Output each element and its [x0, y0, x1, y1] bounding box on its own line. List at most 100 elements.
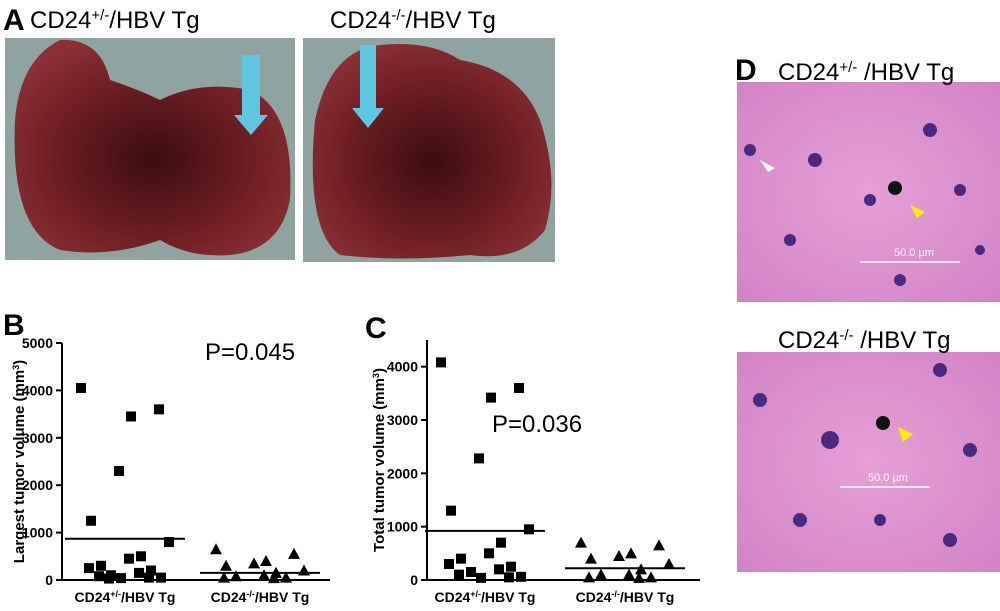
nuclei [753, 363, 977, 547]
data-point [84, 563, 94, 574]
annotation: P=0.045 [205, 339, 295, 366]
panel-label: A [3, 4, 25, 37]
arrow [352, 45, 384, 128]
data-point [116, 573, 126, 584]
arrow [910, 205, 925, 218]
data-point [516, 571, 526, 582]
data-point [124, 553, 134, 564]
x-tick-label-part: CD24 [576, 589, 612, 605]
data-point [484, 548, 494, 559]
histology-photo [737, 352, 1000, 572]
y-axis-label-part: Total tumor volume (mm [371, 378, 388, 552]
data-point [514, 383, 524, 393]
y-tick-label: 3000 [387, 412, 418, 428]
data-point [126, 411, 136, 422]
data-point [280, 571, 292, 583]
y-tick-label: 0 [410, 572, 418, 588]
data-point [268, 572, 280, 584]
photo-caption: CD24-/- /HBV Tg [778, 327, 950, 355]
data-point [645, 571, 657, 583]
data-point [156, 572, 166, 583]
data-point [524, 524, 534, 535]
data-point [96, 560, 106, 571]
x-tick-label-part: /HBV Tg [481, 589, 535, 605]
data-point [288, 547, 300, 559]
photo-caption-part: /HBV Tg [109, 7, 199, 34]
y-tick-label: 1000 [22, 525, 53, 541]
x-tick-label-part: CD24 [74, 589, 110, 605]
nuclei [744, 123, 985, 286]
data-point [104, 573, 114, 584]
panel-label: D [735, 54, 757, 87]
data-point [633, 571, 645, 583]
liver-photo [14, 39, 291, 256]
x-tick-label-part: CD24 [211, 589, 247, 605]
data-point [154, 404, 164, 415]
data-point [583, 571, 595, 583]
photo-caption-part: CD24 [778, 59, 839, 86]
data-point [585, 552, 597, 564]
arrow [234, 55, 268, 135]
data-point [613, 550, 625, 561]
x-tick-label-part: -/- [246, 589, 255, 599]
panel-label: B [3, 309, 25, 342]
data-point [220, 559, 232, 571]
data-point [144, 572, 154, 583]
y-tick-label: 1000 [387, 519, 418, 535]
y-axis-label: Largest tumor volume (mm3) [11, 360, 28, 563]
y-axis-label-part: 3 [11, 365, 21, 370]
data-point [146, 565, 156, 576]
photo-caption: CD24+/-/HBV Tg [30, 7, 200, 35]
data-point [248, 557, 260, 569]
photo-caption-part: -/- [839, 327, 853, 344]
data-point [444, 559, 454, 569]
scale-bar-label: 50.0 µm [894, 247, 934, 259]
y-tick-label: 3000 [22, 430, 53, 446]
data-point [114, 465, 124, 476]
data-point [494, 564, 504, 575]
x-tick-label-part: /HBV Tg [255, 589, 309, 605]
annotation: P=0.036 [492, 411, 582, 438]
data-point [476, 572, 486, 583]
data-point [86, 515, 96, 526]
arrow [898, 427, 913, 442]
data-point [474, 453, 484, 464]
photo-caption-part: /HBV Tg [854, 327, 951, 354]
data-point [595, 568, 607, 580]
photo-caption-part: /HBV Tg [406, 7, 496, 34]
y-tick-label: 5000 [22, 335, 53, 351]
data-point [623, 568, 635, 580]
data-point [506, 561, 516, 572]
photo-caption-part: CD24 [30, 7, 91, 34]
y-tick-label: 4000 [22, 382, 53, 398]
data-point [446, 505, 456, 516]
x-tick-label-part: -/- [611, 589, 620, 599]
x-tick-label-part: +/- [470, 589, 481, 599]
x-tick-label: CD24+/-/HBV Tg [434, 589, 535, 605]
photo-caption-part: CD24 [330, 7, 391, 34]
data-point [258, 569, 270, 581]
y-tick-label: 2000 [387, 465, 418, 481]
data-point [136, 551, 146, 562]
photo-caption-part: +/- [91, 7, 109, 24]
x-tick-label: CD24-/-/HBV Tg [211, 589, 310, 605]
photo-caption: CD24+/- /HBV Tg [778, 59, 954, 87]
data-point [260, 555, 272, 567]
data-point [635, 563, 647, 575]
data-point [486, 392, 496, 403]
x-tick-label-part: /HBV Tg [121, 589, 175, 605]
data-point [466, 567, 476, 577]
photo-caption: CD24-/-/HBV Tg [330, 7, 496, 35]
data-point [230, 570, 242, 582]
data-point [504, 572, 514, 583]
y-axis-label-part: Largest tumor volume (mm [11, 370, 28, 563]
data-point [218, 571, 230, 583]
photo-caption-part: +/- [839, 59, 857, 76]
data-point [663, 558, 675, 569]
data-point [653, 539, 665, 551]
x-tick-label-part: /HBV Tg [620, 589, 674, 605]
x-tick-label: CD24-/-/HBV Tg [576, 589, 675, 605]
arrow [760, 160, 775, 172]
